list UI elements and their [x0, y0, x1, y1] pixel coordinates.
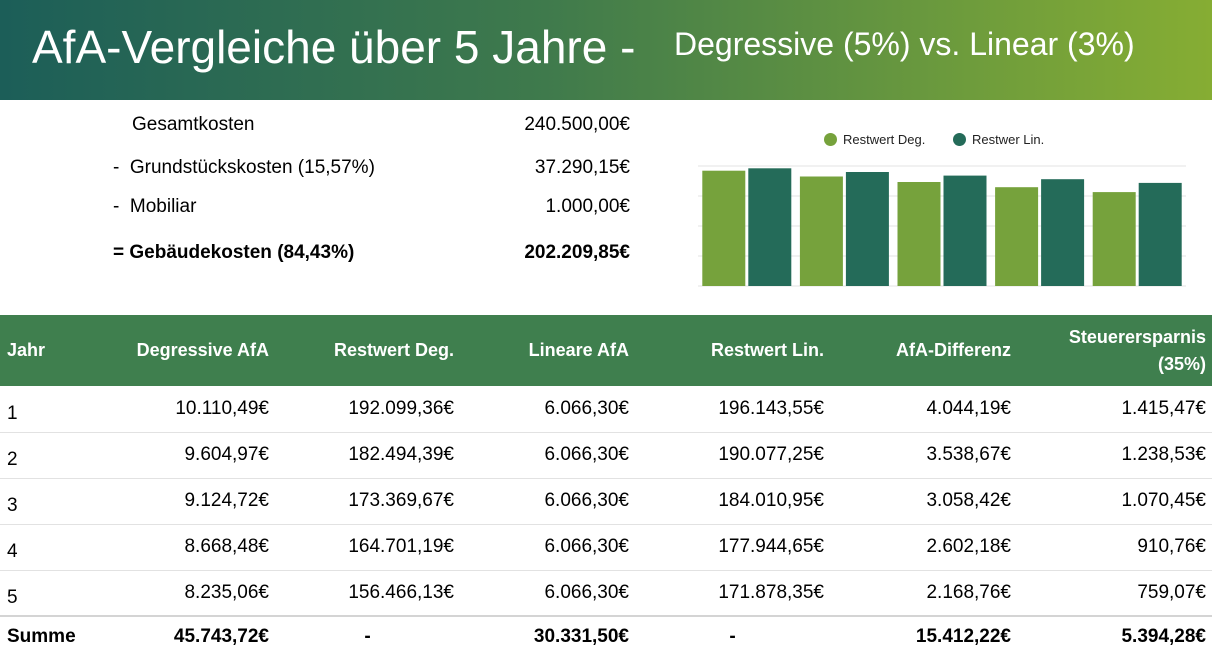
table-cell: 1.415,47€ [1017, 386, 1212, 433]
table-cell: 759,07€ [1017, 570, 1212, 617]
summary-value: 240.500,00€ [524, 114, 630, 135]
summary-value: 37.290,15€ [534, 157, 630, 178]
table-cell: 1 [0, 386, 90, 433]
table-cell: 9.604,97€ [90, 432, 275, 479]
table-cell: 6.066,30€ [460, 570, 635, 617]
summary-row-gebaeudekosten: = Gebäudekosten (84,43%) 202.209,85€ [0, 242, 660, 268]
table-cell: 10.110,49€ [90, 386, 275, 433]
summary-value: 1.000,00€ [545, 196, 630, 217]
page-subtitle: Degressive (5%) vs. Linear (3%) [674, 26, 1135, 62]
table-cell: 2.168,76€ [830, 570, 1017, 617]
table-cell: 173.369,67€ [275, 478, 460, 525]
column-header-jahr: Jahr [0, 315, 90, 386]
table-row: 2 9.604,97€ 182.494,39€ 6.066,30€ 190.077,25… [0, 432, 1212, 479]
table-cell: 6.066,30€ [460, 478, 635, 525]
table-cell: 182.494,39€ [275, 432, 460, 479]
table-cell: 6.066,30€ [460, 386, 635, 433]
column-header-degressive-afa: Degressive AfA [90, 315, 275, 386]
table-cell: 910,76€ [1017, 524, 1212, 571]
bar-restwert-deg-year-4 [995, 187, 1039, 286]
table-cell: 2.602,18€ [830, 524, 1017, 571]
table-cell: 3.058,42€ [830, 478, 1017, 525]
footer-cell: - [635, 615, 830, 655]
legend-swatch [824, 133, 837, 146]
legend-swatch [953, 133, 966, 146]
table-cell: 3 [0, 478, 90, 525]
column-header-lineare-afa: Lineare AfA [460, 315, 635, 386]
bar-restwert-lin-year-2 [845, 172, 889, 286]
bar-restwert-lin-year-1 [748, 168, 792, 286]
header-banner: AfA-Vergleiche über 5 Jahre - Degressive… [0, 0, 1212, 100]
table-cell: 184.010,95€ [635, 478, 830, 525]
summary-row-gesamtkosten: Gesamtkosten 240.500,00€ [0, 114, 660, 140]
footer-cell: Summe [0, 615, 90, 655]
table-cell: 6.066,30€ [460, 432, 635, 479]
column-header-afa-differenz: AfA-Differenz [830, 315, 1017, 386]
restwert-bar-chart: Restwert Deg. Restwer Lin. [690, 120, 1190, 295]
bar-restwert-lin-year-4 [1041, 179, 1085, 286]
legend-item-restwert-lin: Restwer Lin. [953, 132, 1044, 147]
column-header-steuerersparnis: Steuerersparnis (35%) [1017, 315, 1212, 386]
table-cell: 164.701,19€ [275, 524, 460, 571]
column-header-restwert-lin: Restwert Lin. [635, 315, 830, 386]
table-cell: 8.668,48€ [90, 524, 275, 571]
footer-cell: - [275, 615, 460, 655]
table-row: 5 8.235,06€ 156.466,13€ 6.066,30€ 171.878,35… [0, 570, 1212, 617]
table-header-row: Jahr Degressive AfA Restwert Deg. Linear… [0, 315, 1212, 386]
footer-cell: 15.412,22€ [830, 615, 1017, 655]
legend-label: Restwer Lin. [972, 132, 1045, 147]
table-cell: 1.070,45€ [1017, 478, 1212, 525]
table-row: 3 9.124,72€ 173.369,67€ 6.066,30€ 184.010,95… [0, 478, 1212, 525]
table-cell: 156.466,13€ [275, 570, 460, 617]
table-cell: 9.124,72€ [90, 478, 275, 525]
bar-restwert-deg-year-5 [1092, 192, 1136, 286]
table-cell: 4.044,19€ [830, 386, 1017, 433]
chart-legend: Restwert Deg. Restwer Lin. [824, 132, 1068, 147]
table-cell: 177.944,65€ [635, 524, 830, 571]
bar-restwert-deg-year-3 [897, 182, 941, 286]
table-cell: 1.238,53€ [1017, 432, 1212, 479]
table-row: 1 10.110,49€ 192.099,36€ 6.066,30€ 196.143,5… [0, 386, 1212, 433]
summary-label: Gesamtkosten [132, 114, 255, 135]
summary-label: = Gebäudekosten (84,43%) [113, 242, 355, 263]
footer-cell: 5.394,28€ [1017, 615, 1212, 655]
summary-label: - Grundstückskosten (15,57%) [113, 157, 375, 178]
summary-row-grundstueckskosten: - Grundstückskosten (15,57%) 37.290,15€ [0, 157, 660, 183]
legend-label: Restwert Deg. [843, 132, 926, 147]
legend-item-restwert-deg: Restwert Deg. [824, 132, 925, 147]
bar-restwert-deg-year-2 [799, 176, 843, 286]
table-cell: 8.235,06€ [90, 570, 275, 617]
chart-plot [698, 165, 1186, 287]
page-title: AfA-Vergleiche über 5 Jahre - [32, 21, 636, 73]
column-header-restwert-deg: Restwert Deg. [275, 315, 460, 386]
bar-restwert-lin-year-3 [943, 175, 987, 286]
table-cell: 6.066,30€ [460, 524, 635, 571]
afa-table: Jahr Degressive AfA Restwert Deg. Linear… [0, 315, 1212, 655]
table-cell: 4 [0, 524, 90, 571]
table-cell: 5 [0, 570, 90, 617]
footer-cell: 45.743,72€ [90, 615, 275, 655]
table-footer-row: Summe 45.743,72€ - 30.331,50€ - 15.412,2… [0, 615, 1212, 655]
bar-restwert-deg-year-1 [702, 170, 746, 286]
summary-label: - Mobiliar [113, 196, 197, 217]
table-cell: 2 [0, 432, 90, 479]
bar-restwert-lin-year-5 [1138, 182, 1182, 286]
table-cell: 196.143,55€ [635, 386, 830, 433]
table-body: 1 10.110,49€ 192.099,36€ 6.066,30€ 196.143,5… [0, 386, 1212, 617]
table-cell: 192.099,36€ [275, 386, 460, 433]
table-cell: 171.878,35€ [635, 570, 830, 617]
table-cell: 3.538,67€ [830, 432, 1017, 479]
footer-cell: 30.331,50€ [460, 615, 635, 655]
cost-summary: Gesamtkosten 240.500,00€ - Grundstücksko… [0, 100, 660, 315]
table-row: 4 8.668,48€ 164.701,19€ 6.066,30€ 177.944,65… [0, 524, 1212, 571]
table-cell: 190.077,25€ [635, 432, 830, 479]
summary-value: 202.209,85€ [524, 242, 630, 263]
summary-row-mobiliar: - Mobiliar 1.000,00€ [0, 196, 660, 222]
